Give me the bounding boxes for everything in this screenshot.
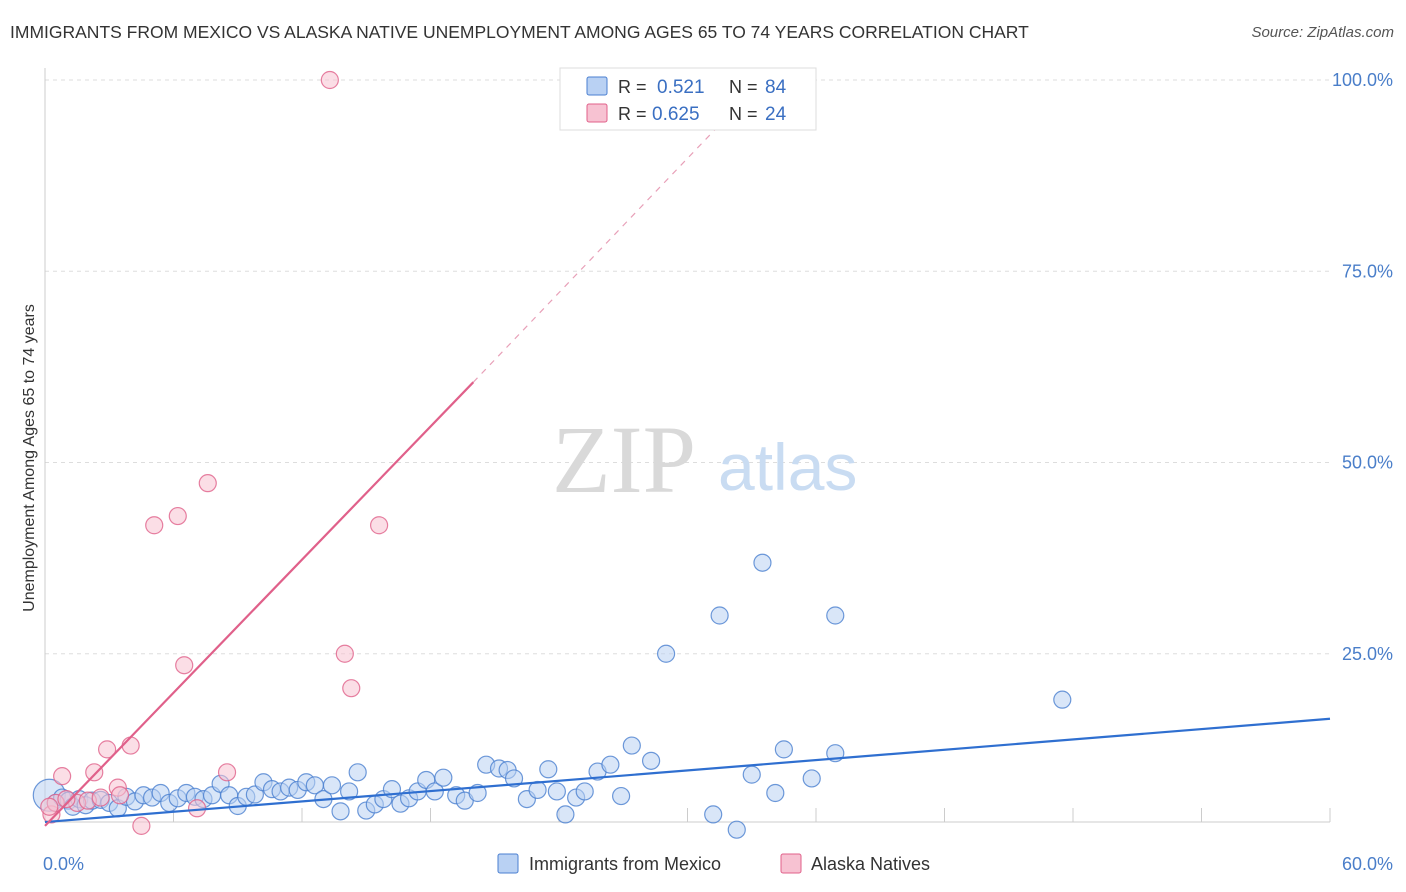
legend-n-value-pink: 24 <box>765 104 787 125</box>
x-tick-label: 0.0% <box>43 854 84 874</box>
point-mexico <box>556 805 575 824</box>
y-tick-label: 75.0% <box>1342 261 1393 281</box>
point-mexico <box>704 805 723 824</box>
point-mexico <box>468 783 487 803</box>
point-alaska-natives <box>370 516 389 535</box>
point-alaska-natives <box>175 656 194 675</box>
point-mexico <box>753 553 772 572</box>
trendline-mexico <box>44 717 1331 824</box>
point-alaska-natives <box>91 788 110 807</box>
point-alaska-natives <box>57 789 76 809</box>
point-mexico <box>622 736 641 755</box>
trendline-alaska-natives <box>44 381 475 827</box>
legend-r-value-blue: 0.521 <box>657 77 705 98</box>
watermark: ZIP atlas <box>552 406 857 513</box>
point-mexico <box>601 755 620 774</box>
point-mexico <box>826 606 845 625</box>
tick-labels: 25.0% 50.0% 75.0% 100.0% 0.0% 60.0% <box>43 70 1393 874</box>
point-mexico <box>331 802 350 821</box>
legend-r-value-pink: 0.625 <box>652 104 700 125</box>
point-mexico <box>710 606 729 625</box>
point-alaska-natives <box>53 767 72 786</box>
chart-title: IMMIGRANTS FROM MEXICO VS ALASKA NATIVE … <box>10 22 1029 42</box>
bottom-legend: Immigrants from Mexico Alaska Natives <box>497 853 930 874</box>
point-mexico <box>766 783 785 803</box>
legend-n-label-pink: N = <box>729 104 758 124</box>
point-mexico <box>656 644 676 663</box>
y-tick-label: 100.0% <box>1332 70 1393 90</box>
point-alaska-natives <box>40 797 59 816</box>
point-mexico <box>504 769 524 788</box>
point-alaska-natives <box>145 516 164 535</box>
point-alaska-natives <box>217 763 237 782</box>
point-mexico <box>434 768 453 787</box>
legend-n-value-blue: 84 <box>765 77 787 98</box>
watermark-atlas: atlas <box>718 430 857 504</box>
legend: R = 0.521 N = 84 R = 0.625 N = 24 <box>559 67 817 131</box>
point-mexico <box>322 776 342 795</box>
bottom-legend-label-blue: Immigrants from Mexico <box>529 854 721 874</box>
watermark-zip: ZIP <box>552 406 696 513</box>
y-tick-label: 25.0% <box>1342 644 1393 664</box>
point-mexico <box>727 820 746 839</box>
point-alaska-natives <box>121 736 140 755</box>
legend-r-label-blue: R = <box>618 77 647 97</box>
bottom-legend-label-pink: Alaska Natives <box>811 854 930 874</box>
x-tick-label: 60.0% <box>1342 854 1393 874</box>
point-mexico <box>539 760 558 779</box>
legend-r-label-pink: R = <box>618 104 647 124</box>
point-alaska-natives <box>168 506 187 526</box>
point-mexico <box>641 751 661 770</box>
point-alaska-natives <box>98 740 117 759</box>
legend-n-label-blue: N = <box>729 77 758 97</box>
point-mexico <box>612 786 631 806</box>
point-alaska-natives <box>342 679 361 698</box>
point-mexico <box>1053 690 1072 709</box>
point-mexico <box>802 769 821 788</box>
point-alaska-natives <box>198 474 217 493</box>
legend-swatch-blue <box>586 76 608 96</box>
point-mexico <box>547 782 566 801</box>
legend-swatch-pink <box>586 103 608 123</box>
point-alaska-natives <box>320 70 339 90</box>
points-layer <box>32 70 1072 839</box>
bottom-legend-swatch-blue <box>497 853 519 874</box>
y-tick-label: 50.0% <box>1342 453 1393 473</box>
point-alaska-natives <box>132 816 151 835</box>
bottom-legend-swatch-pink <box>780 853 802 874</box>
point-mexico <box>774 740 793 759</box>
point-alaska-natives <box>335 644 354 663</box>
chart-source: Source: ZipAtlas.com <box>1251 24 1394 41</box>
point-mexico <box>340 782 359 801</box>
point-mexico <box>348 763 367 782</box>
point-mexico <box>742 765 761 784</box>
point-alaska-natives <box>85 763 104 782</box>
point-alaska-natives <box>110 786 130 805</box>
y-axis-title: Unemployment Among Ages 65 to 74 years <box>21 304 38 612</box>
grid-layer <box>45 79 1330 655</box>
point-mexico <box>575 782 594 801</box>
